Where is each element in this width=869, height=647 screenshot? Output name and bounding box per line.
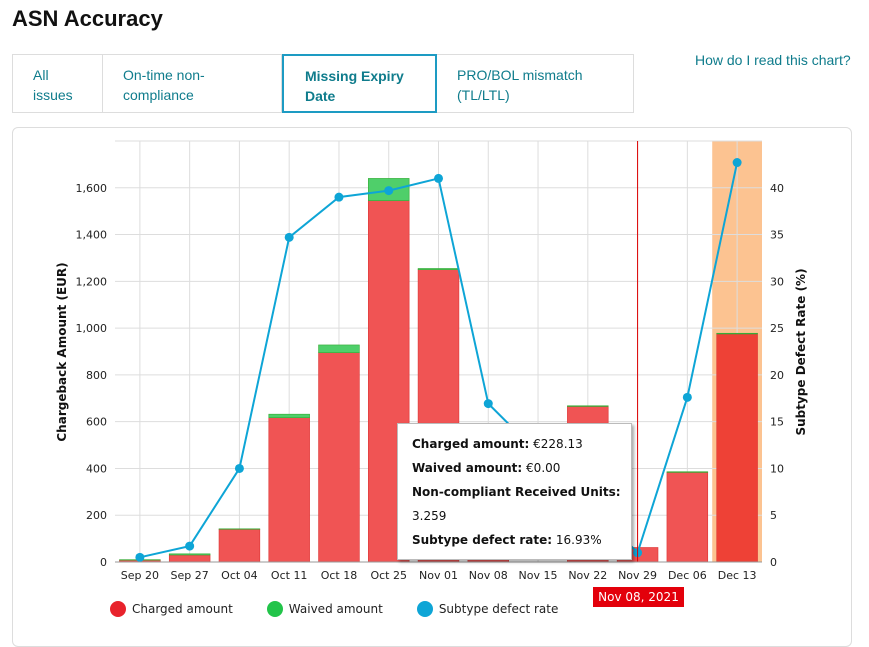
x-tick-label: Dec 06 [668, 569, 707, 582]
defect-rate-point [733, 158, 742, 167]
tooltip-charged: Charged amount: €228.13 [412, 432, 631, 456]
legend-label: Subtype defect rate [439, 602, 559, 616]
y-tick-label: 800 [86, 369, 107, 382]
x-tick-label: Dec 13 [718, 569, 757, 582]
legend-item-charged[interactable]: Charged amount [110, 601, 233, 617]
crosshair-date-label: Nov 08, 2021 [593, 587, 684, 607]
y-tick-label: 600 [86, 416, 107, 429]
x-tick-label: Sep 27 [171, 569, 209, 582]
y-tick-label: 1,000 [76, 322, 108, 335]
bar-waived [319, 345, 360, 353]
y-axis-title: Chargeback Amount (EUR) [55, 262, 69, 441]
y-tick-label: 1,400 [76, 229, 108, 242]
legend-dot-icon [417, 601, 433, 617]
y2-axis-title: Subtype Defect Rate (%) [794, 268, 808, 435]
y2-tick-label: 5 [770, 509, 777, 522]
x-tick-label: Nov 15 [519, 569, 558, 582]
bar-waived [667, 472, 708, 473]
bar-waived [418, 268, 459, 269]
defect-rate-point [334, 193, 343, 202]
y-tick-label: 1,200 [76, 275, 108, 288]
bar-charged [319, 353, 360, 562]
bar-waived [717, 333, 758, 334]
x-tick-label: Oct 25 [370, 569, 407, 582]
y2-tick-label: 35 [770, 229, 784, 242]
y2-tick-label: 20 [770, 369, 784, 382]
y-tick-label: 1,600 [76, 182, 108, 195]
tooltip-rate: Subtype defect rate: 16.93% [412, 528, 631, 552]
bar-waived [269, 414, 310, 418]
x-tick-label: Sep 20 [121, 569, 159, 582]
defect-rate-point [235, 464, 244, 473]
legend-item-waived[interactable]: Waived amount [267, 601, 383, 617]
bar-charged [219, 529, 260, 562]
defect-rate-point [135, 553, 144, 562]
y2-tick-label: 30 [770, 275, 784, 288]
y-tick-label: 200 [86, 509, 107, 522]
bar-waived [567, 406, 608, 407]
x-tick-label: Oct 04 [221, 569, 258, 582]
bar-charged [717, 334, 758, 562]
legend-label: Waived amount [289, 602, 383, 616]
legend-label: Charged amount [132, 602, 233, 616]
defect-rate-point [484, 399, 493, 408]
legend-item-defect-rate[interactable]: Subtype defect rate [417, 601, 559, 617]
defect-rate-point [434, 174, 443, 183]
tooltip-units-value: 3.259 [412, 504, 631, 528]
bar-charged [667, 472, 708, 562]
y2-tick-label: 10 [770, 462, 784, 475]
bar-waived [169, 554, 210, 555]
defect-rate-point [384, 186, 393, 195]
x-tick-label: Nov 29 [618, 569, 657, 582]
defect-rate-point [185, 542, 194, 551]
y-tick-label: 0 [100, 556, 107, 569]
x-tick-label: Nov 08 [469, 569, 508, 582]
defect-rate-point [683, 393, 692, 402]
legend-dot-icon [110, 601, 126, 617]
y2-tick-label: 15 [770, 416, 784, 429]
x-tick-label: Oct 11 [271, 569, 308, 582]
bar-charged [169, 555, 210, 562]
bar-charged [269, 418, 310, 562]
y-tick-label: 400 [86, 462, 107, 475]
y2-tick-label: 0 [770, 556, 777, 569]
defect-rate-point [285, 233, 294, 242]
tooltip-waived: Waived amount: €0.00 [412, 456, 631, 480]
chart-tooltip: Charged amount: €228.13 Waived amount: €… [397, 423, 632, 560]
x-tick-label: Nov 22 [568, 569, 607, 582]
tooltip-units: Non-compliant Received Units: [412, 480, 631, 504]
x-tick-label: Nov 01 [419, 569, 458, 582]
x-tick-label: Oct 18 [321, 569, 358, 582]
legend: Charged amount Waived amount Subtype def… [110, 601, 592, 617]
y2-tick-label: 40 [770, 182, 784, 195]
legend-dot-icon [267, 601, 283, 617]
y2-tick-label: 25 [770, 322, 784, 335]
